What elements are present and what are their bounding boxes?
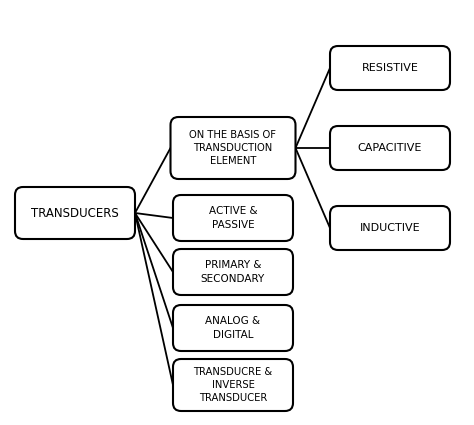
FancyBboxPatch shape: [330, 126, 450, 170]
FancyBboxPatch shape: [171, 117, 295, 179]
Text: PRIMARY &
SECONDARY: PRIMARY & SECONDARY: [201, 261, 265, 283]
FancyBboxPatch shape: [330, 46, 450, 90]
FancyBboxPatch shape: [173, 195, 293, 241]
FancyBboxPatch shape: [15, 187, 135, 239]
Text: ON THE BASIS OF
TRANSDUCTION
ELEMENT: ON THE BASIS OF TRANSDUCTION ELEMENT: [190, 130, 276, 166]
Text: TRANSDUCERS: TRANSDUCERS: [31, 207, 119, 219]
FancyBboxPatch shape: [173, 249, 293, 295]
Text: ACTIVE &
PASSIVE: ACTIVE & PASSIVE: [209, 207, 257, 230]
Text: CAPACITIVE: CAPACITIVE: [358, 143, 422, 153]
FancyBboxPatch shape: [173, 305, 293, 351]
FancyBboxPatch shape: [173, 359, 293, 411]
Text: INDUCTIVE: INDUCTIVE: [360, 223, 420, 233]
Text: TRANSDUCRE &
INVERSE
TRANSDUCER: TRANSDUCRE & INVERSE TRANSDUCER: [193, 367, 273, 403]
Text: ANALOG &
DIGITAL: ANALOG & DIGITAL: [205, 316, 261, 340]
Text: RESISTIVE: RESISTIVE: [362, 63, 419, 73]
FancyBboxPatch shape: [330, 206, 450, 250]
